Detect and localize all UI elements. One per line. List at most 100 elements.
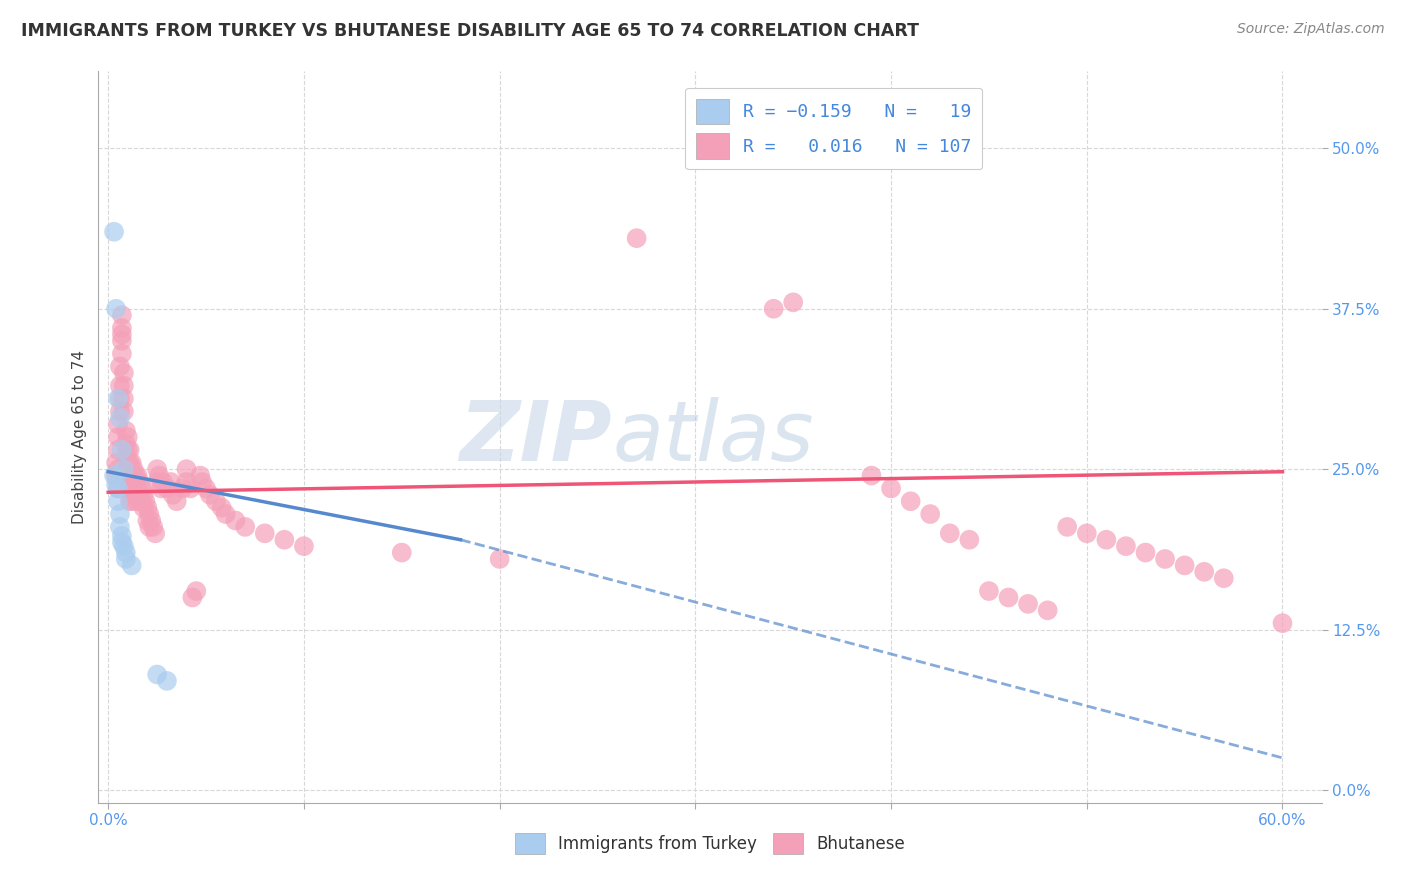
Point: [118, 456, 141, 470]
Point: [900, 494, 922, 508]
Point: [108, 404, 131, 418]
Point: [156, 673, 179, 688]
Point: [112, 378, 135, 392]
Point: [112, 392, 135, 406]
Point: [108, 507, 131, 521]
Point: [1174, 558, 1197, 573]
Point: [108, 392, 131, 406]
Text: ZIP: ZIP: [460, 397, 612, 477]
Point: [103, 468, 125, 483]
Point: [143, 526, 166, 541]
Point: [118, 442, 141, 457]
Point: [1076, 526, 1098, 541]
Point: [188, 468, 211, 483]
Point: [112, 404, 135, 418]
Point: [122, 475, 145, 489]
Point: [107, 392, 129, 406]
Point: [121, 456, 143, 470]
Point: [273, 533, 295, 547]
Point: [117, 468, 139, 483]
Point: [117, 442, 139, 457]
Point: [105, 477, 128, 491]
Point: [111, 327, 134, 342]
Point: [292, 539, 315, 553]
Point: [111, 321, 134, 335]
Point: [860, 468, 883, 483]
Point: [176, 475, 198, 489]
Point: [224, 514, 246, 528]
Point: [198, 488, 221, 502]
Point: [195, 482, 218, 496]
Point: [181, 591, 204, 605]
Point: [111, 535, 134, 549]
Point: [134, 494, 156, 508]
Point: [205, 494, 228, 508]
Point: [141, 514, 163, 528]
Point: [107, 430, 129, 444]
Point: [136, 514, 159, 528]
Point: [114, 450, 136, 464]
Point: [880, 482, 903, 496]
Point: [118, 468, 141, 483]
Point: [138, 507, 160, 521]
Point: [128, 475, 150, 489]
Point: [142, 520, 165, 534]
Point: [1212, 571, 1234, 585]
Point: [179, 482, 201, 496]
Point: [111, 308, 134, 322]
Point: [1135, 545, 1157, 559]
Point: [488, 552, 510, 566]
Point: [105, 456, 128, 470]
Point: [117, 430, 139, 444]
Point: [253, 526, 276, 541]
Y-axis label: Disability Age 65 to 74: Disability Age 65 to 74: [72, 350, 87, 524]
Point: [122, 462, 145, 476]
Point: [146, 462, 169, 476]
Point: [107, 417, 129, 432]
Point: [114, 552, 136, 566]
Point: [112, 462, 135, 476]
Point: [118, 494, 141, 508]
Legend: Immigrants from Turkey, Bhutanese: Immigrants from Turkey, Bhutanese: [508, 827, 912, 860]
Point: [127, 482, 149, 496]
Point: [124, 482, 146, 496]
Point: [172, 482, 194, 496]
Point: [166, 494, 188, 508]
Point: [782, 295, 804, 310]
Point: [1036, 603, 1059, 617]
Point: [977, 584, 1000, 599]
Point: [111, 442, 134, 457]
Point: [112, 539, 135, 553]
Point: [191, 475, 214, 489]
Point: [162, 488, 184, 502]
Point: [1154, 552, 1177, 566]
Point: [920, 507, 942, 521]
Point: [150, 482, 173, 496]
Point: [939, 526, 962, 541]
Point: [214, 507, 236, 521]
Point: [148, 468, 170, 483]
Point: [1192, 565, 1215, 579]
Point: [111, 334, 134, 348]
Point: [132, 488, 155, 502]
Text: atlas: atlas: [612, 397, 814, 477]
Point: [156, 482, 179, 496]
Point: [117, 482, 139, 496]
Point: [391, 545, 413, 559]
Point: [103, 225, 125, 239]
Point: [1095, 533, 1118, 547]
Point: [233, 520, 256, 534]
Point: [124, 468, 146, 483]
Point: [146, 475, 169, 489]
Point: [997, 591, 1019, 605]
Point: [107, 482, 129, 496]
Point: [108, 520, 131, 534]
Point: [114, 436, 136, 450]
Point: [108, 378, 131, 392]
Point: [114, 462, 136, 476]
Point: [762, 301, 785, 316]
Point: [114, 545, 136, 559]
Point: [118, 482, 141, 496]
Point: [121, 558, 143, 573]
Point: [152, 475, 174, 489]
